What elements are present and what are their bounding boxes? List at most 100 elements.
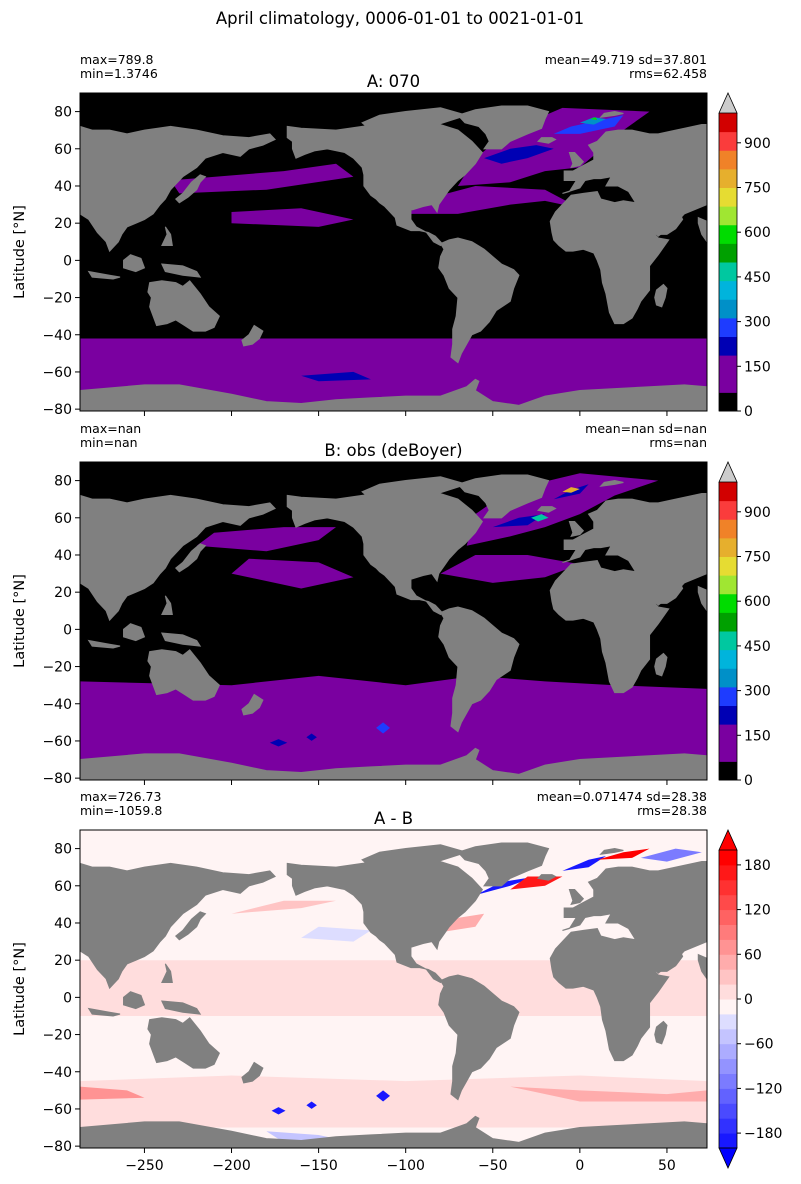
colorbar-level-10: [719, 206, 737, 226]
field-region-5: [492, 514, 545, 528]
colorbar-level-9: [719, 593, 737, 613]
colorbar-level-12: [719, 537, 737, 557]
ytick-label-3: 20: [54, 216, 72, 232]
ytick-label-3: 20: [54, 585, 72, 601]
colorbar-level-11: [719, 187, 737, 207]
axes-frame: [79, 92, 708, 412]
colorbar-outline: [718, 482, 738, 781]
colorbar-level-14: [719, 924, 737, 940]
colorbar-level-1: [719, 742, 737, 762]
colorbar-level-3: [719, 705, 737, 725]
ytick-label-6: −40: [42, 697, 72, 713]
colorbar-level-2: [719, 1103, 737, 1119]
stats-left-0: max=nan: [80, 421, 141, 436]
field-region-8: [590, 117, 598, 120]
colorbar: 0 150 300 450 600 750 900: [718, 92, 771, 420]
ytick-label-5: −20: [42, 1028, 72, 1044]
field-region-14: [562, 856, 606, 871]
panel-title: A - B: [374, 809, 413, 828]
colorbar-tick-label-1: 150: [744, 359, 771, 375]
field-region-0: [80, 675, 707, 779]
colorbar-level-12: [719, 954, 737, 970]
colorbar-tick-label-0: 0: [744, 773, 753, 789]
xtick-label-4: −50: [478, 1158, 508, 1174]
colorbar-outline: [718, 113, 738, 412]
field-region-0: [80, 960, 707, 1016]
colorbar-level-5: [719, 668, 737, 688]
axes-frame: [79, 461, 708, 781]
stats-right-0: mean=0.071474 sd=28.38: [537, 789, 707, 804]
colorbar-level-2: [719, 355, 737, 375]
ytick-label-8: −80: [42, 1139, 72, 1155]
ytick-label-1: 60: [54, 142, 72, 158]
colorbar-level-2: [719, 724, 737, 744]
ytick-label-8: −80: [42, 402, 72, 418]
stats-right-1: rms=62.458: [629, 66, 707, 81]
field-region-5: [484, 145, 554, 164]
colorbar-level-1: [719, 1118, 737, 1134]
field-region-10: [231, 900, 336, 914]
panel-title: B: obs (deBoyer): [324, 441, 462, 460]
ytick-label-7: −60: [42, 1102, 72, 1118]
colorbar-tick-label-6: 900: [744, 505, 771, 521]
ytick-label-8: −80: [42, 771, 72, 787]
ytick-label-2: 40: [54, 916, 72, 932]
ytick-label-7: −60: [42, 734, 72, 750]
ytick-label-7: −60: [42, 365, 72, 381]
colorbar-level-9: [719, 224, 737, 244]
colorbar-level-7: [719, 262, 737, 282]
ytick-label-3: 20: [54, 953, 72, 969]
field-region-1: [170, 163, 354, 194]
colorbar-level-13: [719, 939, 737, 955]
field-region-7: [306, 1101, 317, 1109]
colorbar-level-13: [719, 150, 737, 170]
colorbar-tick-label-5: 120: [744, 903, 771, 919]
colorbar-extend-max: [718, 829, 738, 851]
field-region-3: [80, 1086, 145, 1100]
colorbar-level-8: [719, 1013, 737, 1030]
colorbar-tick-label-5: 750: [744, 181, 771, 197]
colorbar-level-1: [719, 373, 737, 393]
ylabel: Latitude [°N]: [12, 942, 28, 1036]
stats-left-1: min=-1059.8: [80, 803, 162, 818]
ytick-label-6: −40: [42, 328, 72, 344]
field-region-15: [597, 848, 650, 860]
colorbar-level-6: [719, 280, 737, 300]
field-region-2: [231, 558, 354, 589]
colorbar-tick-label-2: 300: [744, 315, 771, 331]
stats-right-0: mean=nan sd=nan: [585, 421, 707, 436]
colorbar-level-15: [719, 113, 737, 133]
colorbar-level-10: [719, 984, 737, 1000]
stats-left-0: max=789.8: [80, 52, 154, 67]
field-region-6: [553, 115, 624, 134]
panel-title: A: 070: [367, 72, 420, 91]
xtick-label-3: −100: [386, 1158, 424, 1174]
axes-frame: [79, 829, 708, 1149]
colorbar-tick-label-2: 300: [744, 684, 771, 700]
field-region-3: [405, 186, 580, 214]
colorbar-tick-label-1: −120: [744, 1081, 782, 1097]
colorbar-tick-label-1: 150: [744, 728, 771, 744]
ytick-label-6: −40: [42, 1065, 72, 1081]
colorbar-tick-label-0: −180: [744, 1126, 782, 1142]
colorbar-tick-label-2: −60: [744, 1037, 774, 1053]
map-area: [79, 92, 708, 412]
ytick-label-4: 0: [63, 990, 72, 1006]
ytick-label-1: 60: [54, 511, 72, 527]
colorbar: −180 −120 −60 0 60 120 180: [718, 829, 782, 1169]
xtick-label-5: 0: [575, 1158, 584, 1174]
colorbar-level-7: [719, 631, 737, 651]
colorbar-level-14: [719, 500, 737, 520]
field-region-3: [440, 555, 580, 583]
colorbar-level-15: [719, 482, 737, 502]
field-region-12: [475, 876, 537, 896]
colorbar-tick-label-4: 600: [744, 225, 771, 241]
colorbar-level-16: [719, 894, 737, 911]
colorbar-level-11: [719, 969, 737, 985]
map-clip: [80, 830, 707, 1148]
stats-right-1: rms=nan: [649, 435, 707, 450]
colorbar-tick-label-4: 60: [744, 947, 762, 963]
colorbar-tick-label-5: 750: [744, 550, 771, 566]
